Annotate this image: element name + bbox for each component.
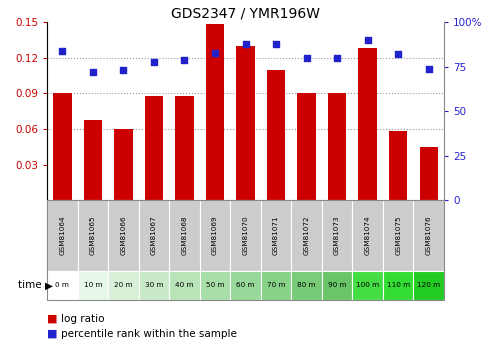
Text: GSM81074: GSM81074	[365, 216, 371, 255]
Text: 120 m: 120 m	[417, 283, 440, 288]
Text: 50 m: 50 m	[206, 283, 224, 288]
Text: GSM81071: GSM81071	[273, 216, 279, 255]
Text: ■: ■	[47, 314, 58, 324]
Point	[303, 55, 310, 61]
Text: 30 m: 30 m	[145, 283, 163, 288]
Bar	[267, 70, 285, 200]
Text: 90 m: 90 m	[328, 283, 346, 288]
Point	[242, 41, 249, 47]
Bar	[359, 49, 377, 200]
Text: 70 m: 70 m	[267, 283, 285, 288]
Bar	[420, 147, 438, 200]
Bar	[206, 23, 224, 200]
Text: 100 m: 100 m	[356, 283, 379, 288]
Text: log ratio: log ratio	[61, 314, 105, 324]
Point	[364, 37, 372, 43]
Bar	[298, 93, 316, 200]
Text: GSM81073: GSM81073	[334, 216, 340, 255]
Text: ■: ■	[47, 329, 58, 339]
Text: ▶: ▶	[45, 280, 53, 290]
Text: time: time	[18, 280, 45, 290]
Text: 10 m: 10 m	[84, 283, 102, 288]
Text: 20 m: 20 m	[114, 283, 132, 288]
Text: GSM81075: GSM81075	[395, 216, 401, 255]
Point	[394, 52, 402, 57]
Bar	[389, 131, 407, 200]
Bar	[237, 46, 254, 200]
Bar	[175, 96, 193, 200]
Text: 60 m: 60 m	[236, 283, 255, 288]
Text: GSM81070: GSM81070	[243, 216, 248, 255]
Text: GSM81066: GSM81066	[121, 216, 126, 255]
Bar	[145, 96, 163, 200]
Text: 40 m: 40 m	[175, 283, 194, 288]
Text: GSM81076: GSM81076	[426, 216, 432, 255]
Text: percentile rank within the sample: percentile rank within the sample	[61, 329, 237, 339]
Bar	[84, 120, 102, 200]
Text: GSM81072: GSM81072	[304, 216, 310, 255]
Text: GDS2347 / YMR196W: GDS2347 / YMR196W	[171, 7, 320, 21]
Text: 110 m: 110 m	[386, 283, 410, 288]
Bar	[53, 93, 71, 200]
Text: 0 m: 0 m	[56, 283, 69, 288]
Point	[120, 68, 127, 73]
Text: GSM81069: GSM81069	[212, 216, 218, 255]
Point	[333, 55, 341, 61]
Text: GSM81065: GSM81065	[90, 216, 96, 255]
Bar	[328, 93, 346, 200]
Point	[59, 48, 66, 53]
Text: 80 m: 80 m	[297, 283, 316, 288]
Point	[89, 69, 97, 75]
Point	[181, 57, 188, 62]
Text: GSM81068: GSM81068	[182, 216, 187, 255]
Point	[425, 66, 433, 71]
Point	[150, 59, 158, 64]
Point	[211, 50, 219, 56]
Text: GSM81067: GSM81067	[151, 216, 157, 255]
Text: GSM81064: GSM81064	[60, 216, 65, 255]
Point	[272, 41, 280, 47]
Bar	[114, 129, 132, 200]
